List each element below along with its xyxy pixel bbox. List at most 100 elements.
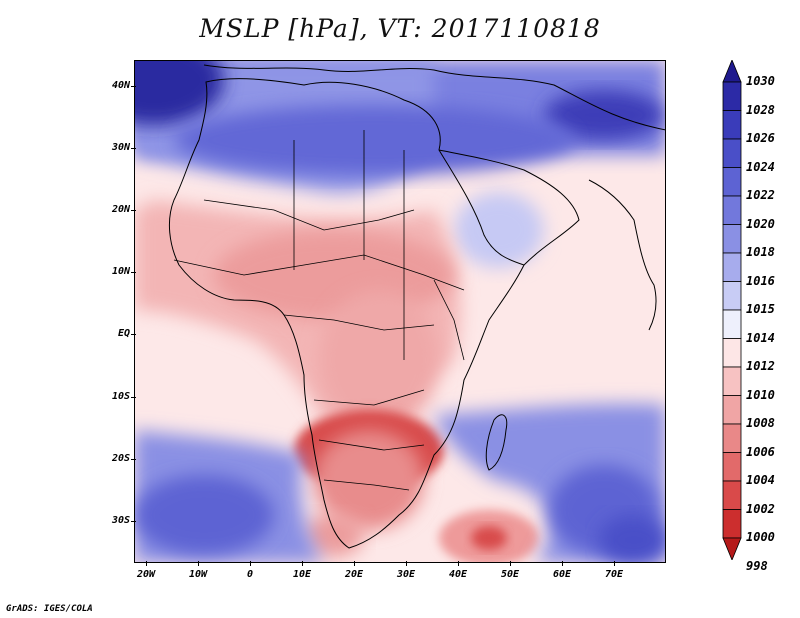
x-tick-mark [510, 561, 511, 566]
y-tick-mark [131, 86, 136, 87]
x-tick-label: 50E [500, 569, 520, 580]
y-tick-mark [131, 397, 136, 398]
y-tick-label: 20S [111, 453, 130, 464]
colorbar-swatch [722, 110, 742, 140]
y-tick-mark [131, 521, 136, 522]
x-tick-mark [250, 561, 251, 566]
x-tick-mark [302, 561, 303, 566]
border-sahel [173, 254, 465, 291]
x-tick-mark [354, 561, 355, 566]
colorbar-swatch [722, 480, 742, 510]
x-tick-mark [146, 561, 147, 566]
colorbar-label: 998 [746, 558, 768, 573]
south-atlantic-high-core [134, 475, 274, 555]
map-title: MSLP [hPa], VT: 2017110818 [199, 14, 601, 43]
colorbar-swatch [722, 509, 742, 539]
x-tick-label: 10E [292, 569, 312, 580]
colorbar-label: 1006 [746, 444, 775, 459]
colorbar-swatch [722, 138, 742, 168]
colorbar-label: 1024 [746, 159, 775, 174]
y-tick-mark [131, 459, 136, 460]
colorbar-label: 1004 [746, 473, 775, 487]
colorbar-label: 1015 [746, 302, 775, 316]
madagascar-coastline [485, 414, 508, 471]
north-high-core-west [134, 60, 224, 125]
border-south-3 [323, 479, 410, 491]
x-tick-mark [562, 561, 563, 566]
y-tick-mark [131, 148, 136, 149]
colorbar-label: 1010 [746, 387, 775, 402]
arabia-high [454, 192, 544, 268]
colorbar-bottom-arrow [722, 537, 742, 560]
y-tick-label: 40N [111, 80, 130, 91]
colorbar-swatch [722, 423, 742, 453]
cape-low [304, 513, 364, 557]
arabia-coastline [438, 149, 580, 266]
colorbar-label: 1016 [746, 273, 775, 288]
border-east [433, 279, 465, 361]
y-tick-label: 30S [111, 515, 130, 526]
x-tick-label: 0 [246, 569, 254, 580]
y-tick-label: 10N [111, 266, 130, 277]
sahel-low [214, 230, 454, 320]
colorbar-label: 1002 [746, 501, 775, 516]
x-tick-mark [458, 561, 459, 566]
colorbar-swatch [722, 338, 742, 368]
colorbar-label: 1020 [746, 216, 775, 231]
x-tick-label: 10W [188, 569, 208, 580]
x-tick-mark [406, 561, 407, 566]
y-tick-label: EQ [117, 328, 130, 339]
europe-coastline [203, 64, 666, 131]
africa-coastline [169, 78, 525, 549]
x-tick-mark [198, 561, 199, 566]
colorbar-top-arrow [722, 60, 742, 83]
x-tick-label: 20W [136, 569, 156, 580]
colorbar-label: 1000 [746, 530, 775, 544]
y-tick-mark [131, 210, 136, 211]
border-south-1 [313, 389, 425, 406]
country-borders [173, 130, 465, 491]
colorbar-swatch [722, 281, 742, 311]
south-indian-high-inner [599, 515, 666, 563]
colorbar-swatch [722, 167, 742, 197]
colorbar-swatch [722, 395, 742, 425]
central-low [319, 290, 439, 430]
southern-africa-low-ring [314, 430, 424, 530]
colorbar-label: 1022 [746, 188, 775, 202]
border-central [283, 314, 435, 331]
x-tick-label: 30E [396, 569, 416, 580]
colorbar-swatch [722, 366, 742, 396]
y-tick-mark [131, 334, 136, 335]
colorbar-label: 1028 [746, 102, 775, 117]
x-tick-mark [614, 561, 615, 566]
x-tick-label: 20E [344, 569, 364, 580]
colorbar-swatch [722, 452, 742, 482]
y-tick-label: 30N [111, 142, 130, 153]
india-coastline [588, 179, 657, 331]
footer-credit: GrADS: IGES/COLA [6, 604, 93, 614]
colorbar-label: 1014 [746, 330, 775, 345]
colorbar-swatch [722, 81, 742, 111]
y-tick-label: 20N [111, 204, 130, 215]
colorbar-label: 1012 [746, 359, 775, 373]
x-tick-label: 60E [552, 569, 572, 580]
colorbar-swatch [722, 252, 742, 282]
border-south-2 [318, 439, 425, 451]
pressure-map [134, 60, 666, 563]
x-tick-label: 40E [448, 569, 468, 580]
coastlines [169, 64, 666, 549]
colorbar-swatch [722, 309, 742, 339]
colorbar-label: 1018 [746, 245, 775, 259]
north-high-core-east [544, 90, 664, 140]
border-n-africa [203, 199, 415, 231]
indian-ocean-low-core [471, 526, 507, 550]
x-tick-label: 70E [604, 569, 624, 580]
colorbar-label: 1030 [746, 74, 775, 88]
colorbar-label: 1026 [746, 131, 775, 145]
colorbar [722, 60, 742, 560]
colorbar-swatch [722, 195, 742, 225]
colorbar-swatch [722, 224, 742, 254]
colorbar-label: 1008 [746, 416, 775, 430]
y-tick-mark [131, 272, 136, 273]
mediterranean-band [174, 105, 574, 175]
